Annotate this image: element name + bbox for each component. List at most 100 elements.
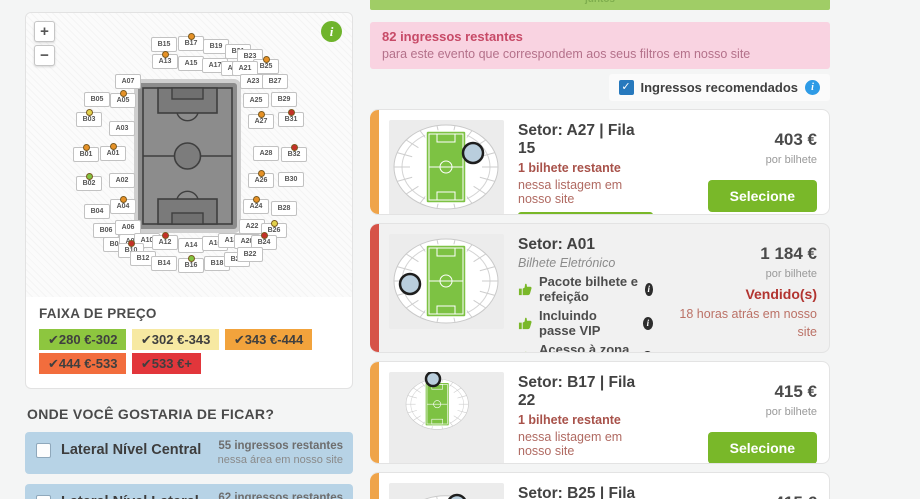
map-section-b28[interactable]: B28 xyxy=(271,201,297,216)
price-range-chip[interactable]: ✔280 €-302 xyxy=(39,329,127,350)
map-section-a26[interactable]: A26 xyxy=(248,170,274,188)
map-section-b14[interactable]: B14 xyxy=(151,256,177,271)
map-section-b04[interactable]: B04 xyxy=(84,204,110,219)
map-section-b15[interactable]: B15 xyxy=(151,37,177,52)
checkbox-checked-icon[interactable]: ✓ xyxy=(618,80,634,95)
ticket-listing-b17[interactable]: Setor: B17 | Fila 22 1 bilhete restante … xyxy=(370,361,830,464)
thumbs-up-icon xyxy=(518,350,533,352)
map-section-a13[interactable]: A13 xyxy=(152,51,178,69)
map-zoom-out-button[interactable]: − xyxy=(34,45,55,66)
positive-feature-row: Incluindo passe VIP i xyxy=(518,308,653,338)
map-section-a15[interactable]: A15 xyxy=(178,56,204,71)
map-section-b05[interactable]: B05 xyxy=(84,92,110,107)
checkbox-unchecked-icon[interactable] xyxy=(36,442,51,458)
listing-price: 415 € xyxy=(774,382,817,401)
map-section-a27[interactable]: A27 xyxy=(248,111,274,129)
info-icon[interactable]: i xyxy=(644,282,653,296)
map-zoom-in-button[interactable]: + xyxy=(34,21,55,42)
map-section-b02[interactable]: B02 xyxy=(76,173,102,191)
event-header-bar: juntos xyxy=(370,0,830,10)
map-section-b29[interactable]: B29 xyxy=(271,92,297,107)
ticket-marker-dot xyxy=(119,196,127,203)
recommended-toggle[interactable]: ✓ Ingressos recomendados i xyxy=(608,74,830,101)
listing-minimap xyxy=(389,483,504,499)
instant-download-badge: Descarregamento Imediato xyxy=(518,212,653,214)
ticket-marker-dot xyxy=(109,143,117,150)
listing-minimap xyxy=(389,234,504,329)
ticket-marker-dot xyxy=(257,111,265,118)
tickets-remaining-subtitle: para este evento que correspondem aos se… xyxy=(382,47,751,61)
listing-features: Pacote bilhete e refeição i Incluindo pass… xyxy=(518,274,653,352)
map-section-b16[interactable]: B16 xyxy=(178,255,204,273)
listing-remaining-sub: nessa listagem em nosso site xyxy=(518,430,623,458)
positive-feature-row: Acesso à zona VIP i xyxy=(518,342,653,352)
ticket-listing-a01[interactable]: Setor: A01 Bilhete Eletrónico Pacote bil… xyxy=(370,223,830,353)
checkbox-unchecked-icon[interactable] xyxy=(36,494,51,499)
map-section-a07[interactable]: A07 xyxy=(115,74,141,89)
price-legend-title: FAIXA DE PREÇO xyxy=(39,306,157,321)
info-icon[interactable]: i xyxy=(805,80,820,95)
ticket-marker-dot xyxy=(262,56,270,63)
map-section-b25[interactable]: B25 xyxy=(253,56,279,74)
sold-label: Vendido(s) xyxy=(745,286,817,302)
price-range-chip[interactable]: ✔533 €+ xyxy=(131,353,201,374)
listings-column: juntos 82 ingressos restantes para este … xyxy=(370,0,830,499)
map-section-a24[interactable]: A24 xyxy=(243,196,269,214)
select-button[interactable]: Selecione xyxy=(707,432,817,463)
listing-price-unit: por bilhete xyxy=(765,154,817,166)
map-section-a03[interactable]: A03 xyxy=(109,121,135,136)
filter-option-count: 55 ingressos restantes xyxy=(218,440,343,452)
listing-price-unit: por bilhete xyxy=(765,406,817,418)
stadium-map[interactable]: + − i xyxy=(26,13,352,297)
info-icon[interactable]: i xyxy=(642,350,653,352)
map-section-b30[interactable]: B30 xyxy=(278,172,304,187)
map-section-a14[interactable]: A14 xyxy=(178,238,204,253)
map-section-a01[interactable]: A01 xyxy=(100,143,126,161)
filter-option-lateral-nivel-central[interactable]: Lateral Nível Central 55 ingressos resta… xyxy=(25,432,353,474)
map-section-b27[interactable]: B27 xyxy=(262,74,288,89)
map-section-a04[interactable]: A04 xyxy=(110,196,136,214)
left-column: + − i xyxy=(25,12,353,499)
ticket-marker-dot xyxy=(161,51,169,58)
map-section-a05[interactable]: A05 xyxy=(110,90,136,108)
map-section-a25[interactable]: A25 xyxy=(243,93,269,108)
ticket-marker-dot xyxy=(85,173,93,180)
price-legend: FAIXA DE PREÇO ✔280 €-302 ✔302 €-343 ✔34… xyxy=(26,297,352,388)
info-icon[interactable]: i xyxy=(642,316,653,330)
thumbs-up-icon xyxy=(518,282,533,297)
price-range-chip[interactable]: ✔302 €-343 xyxy=(131,329,220,350)
map-section-b24[interactable]: B24 xyxy=(251,232,277,250)
price-range-chip[interactable]: ✔343 €-444 xyxy=(224,329,313,350)
map-section-b31[interactable]: B31 xyxy=(278,109,304,127)
map-section-a02[interactable]: A02 xyxy=(109,173,135,188)
select-button[interactable]: Selecione xyxy=(707,180,817,212)
filter-option-label: Lateral Nível Lateral xyxy=(61,494,199,499)
tickets-remaining-title: 82 ingressos restantes xyxy=(382,29,523,44)
ticket-marker-dot xyxy=(187,33,195,40)
filter-option-count: 62 ingressos restantes xyxy=(218,492,343,499)
price-legend-chips: ✔280 €-302 ✔302 €-343 ✔343 €-444 ✔444 €-… xyxy=(39,328,357,376)
ticket-marker-dot xyxy=(82,144,90,151)
ticket-listing-a27[interactable]: Setor: A27 | Fila 15 1 bilhete restante … xyxy=(370,109,830,215)
map-section-b01[interactable]: B01 xyxy=(73,144,99,162)
listing-price: 1 184 € xyxy=(760,244,817,263)
event-header-label: juntos xyxy=(585,0,615,5)
thumbs-up-icon xyxy=(518,316,533,331)
listing-title: Setor: A27 | Fila 15 xyxy=(518,122,635,157)
map-section-a28[interactable]: A28 xyxy=(253,146,279,161)
map-section-b32[interactable]: B32 xyxy=(281,144,307,162)
map-section-b03[interactable]: B03 xyxy=(76,109,102,127)
price-range-chip[interactable]: ✔444 €-533 xyxy=(39,353,127,374)
map-info-icon[interactable]: i xyxy=(321,21,342,42)
listing-title: Setor: A01 xyxy=(518,236,595,253)
listing-minimap xyxy=(389,120,504,214)
map-section-b17[interactable]: B17 xyxy=(178,33,204,51)
map-section-a22[interactable]: A22 xyxy=(239,219,265,234)
map-section-a12[interactable]: A12 xyxy=(152,232,178,250)
map-section-b22[interactable]: B22 xyxy=(237,247,263,262)
listing-remaining: 1 bilhete restante xyxy=(518,161,621,175)
filter-option-lateral-nivel-lateral[interactable]: Lateral Nível Lateral 62 ingressos resta… xyxy=(25,484,353,499)
ticket-listing-b25[interactable]: Setor: B25 | Fila 15 1 bilhete restante … xyxy=(370,472,830,499)
ticket-marker-dot xyxy=(119,90,127,97)
